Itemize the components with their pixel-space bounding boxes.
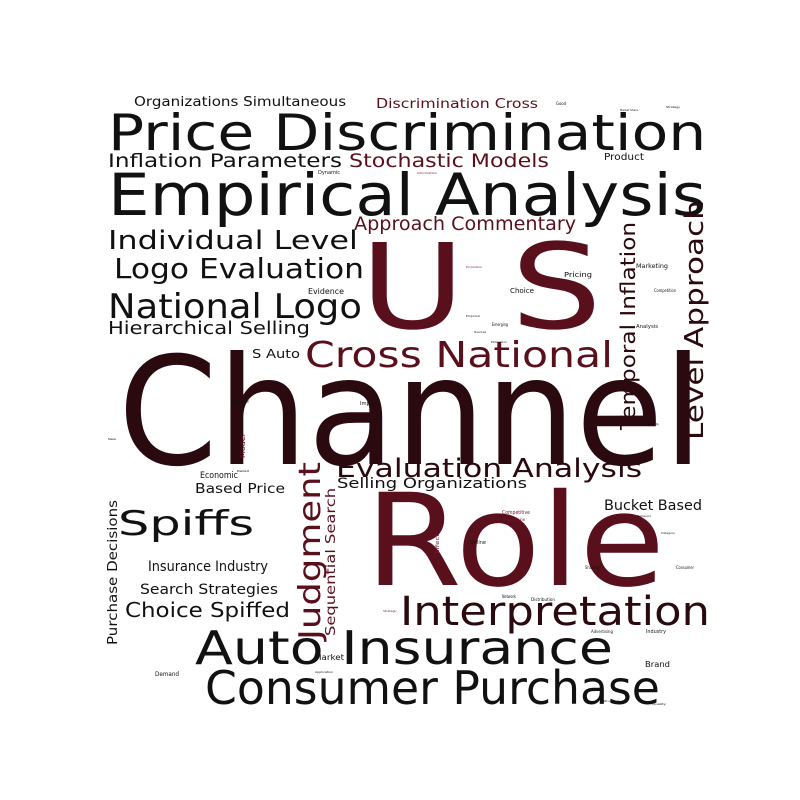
cloud-word-impact: Impact xyxy=(360,401,379,407)
cloud-word-structural: Structural xyxy=(603,699,620,703)
cloud-word-market: Market xyxy=(314,653,345,662)
cloud-word-bucket-based: Bucket Based xyxy=(604,498,702,514)
cloud-word-brand: Brand xyxy=(645,660,670,669)
cloud-word-distribution: Distribution xyxy=(531,597,555,602)
cloud-word-industry: Industry xyxy=(646,629,667,635)
cloud-word-competition: Competition xyxy=(654,288,677,293)
cloud-word-market-share: Market Share xyxy=(620,108,639,112)
cloud-word-information: Information xyxy=(417,171,437,175)
cloud-word-product-line: Product Line xyxy=(503,517,525,522)
cloud-word-cross-national: Cross National xyxy=(305,335,614,376)
cloud-word-price-discrimination: Price Discrimination xyxy=(108,104,707,162)
cloud-word-insurance-industry: Insurance Industry xyxy=(148,559,269,575)
cloud-word-quality: Quality xyxy=(652,702,666,706)
cloud-word-empirical-analysis: Empirical Analysis xyxy=(108,161,707,229)
cloud-word-inflation-parameters: Inflation Parameters xyxy=(108,150,343,172)
cloud-word-logo-evaluation: Logo Evaluation xyxy=(114,252,364,285)
cloud-word-model: Model xyxy=(239,434,247,458)
cloud-word-search-strategies: Search Strategies xyxy=(140,582,278,598)
cloud-word-application: Application xyxy=(315,670,334,674)
cloud-word-marketing: Marketing xyxy=(636,263,668,270)
cloud-word-estimation: Estimation xyxy=(491,340,508,344)
cloud-word-auto-insurance: Auto Insurance xyxy=(195,621,613,675)
cloud-word-based-price: Based Price xyxy=(195,482,286,497)
cloud-word-consumer-purchase: Consumer Purchase xyxy=(205,661,660,715)
cloud-word-dynamic: Dynamic xyxy=(318,170,340,176)
cloud-word-selling-organizations: Selling Organizations xyxy=(337,476,527,492)
cloud-word-variety: Variety xyxy=(647,422,659,426)
cloud-word-new: New xyxy=(108,437,117,441)
cloud-word-online: Online xyxy=(470,540,486,546)
cloud-word-spiffs: Spiffs xyxy=(118,504,255,544)
cloud-word-choice: Choice xyxy=(510,287,535,295)
cloud-word-advertising: Advertising xyxy=(591,629,614,634)
cloud-word-interpretation: Interpretation xyxy=(400,589,710,635)
cloud-word-evaluation-analysis: Evaluation Analysis xyxy=(336,454,643,484)
cloud-word-choice-spiffed: Choice Spiffed xyxy=(125,598,290,622)
cloud-word-approach-commentary: Approach Commentary xyxy=(354,213,577,235)
cloud-word-analysis: Analysis xyxy=(636,324,658,330)
cloud-word-economic: Economic xyxy=(200,471,239,481)
cloud-word-role: Role xyxy=(365,467,666,616)
cloud-word-product: Product xyxy=(604,152,644,163)
cloud-word-network: Network xyxy=(502,594,516,599)
cloud-word-organizations-simultaneous: Organizations Simultaneous xyxy=(134,95,347,110)
cloud-word-category: Category xyxy=(661,531,676,535)
cloud-word-sequential-search: Sequential Search xyxy=(324,487,339,636)
cloud-word-stochastic-models: Stochastic Models xyxy=(349,150,549,172)
cloud-word-customer: Customer xyxy=(231,399,249,404)
cloud-word-channel: Channel xyxy=(118,326,704,500)
cloud-word-effect: Effect xyxy=(435,533,441,554)
cloud-word-good: Good xyxy=(556,101,566,106)
cloud-word-level-approach: Level Approach xyxy=(680,200,710,440)
cloud-word-social: Social xyxy=(474,330,486,334)
cloud-word-s-auto: S Auto xyxy=(252,347,300,361)
cloud-word-promotion: Promotion xyxy=(466,265,482,269)
cloud-word-temporal-inflation: Temporal Inflation xyxy=(616,221,640,430)
cloud-word-emerging: Emerging xyxy=(492,322,509,327)
cloud-word-purchase-decisions: Purchase Decisions xyxy=(106,500,121,645)
cloud-word-evidence: Evidence xyxy=(308,287,345,296)
cloud-word-empirical: Empirical xyxy=(466,314,480,318)
cloud-word-sharing: Sharing xyxy=(585,565,599,570)
cloud-word-judgment: Judgment xyxy=(293,461,328,640)
cloud-word-discrimination-cross: Discrimination Cross xyxy=(376,97,538,112)
cloud-word-strategy: Strategy xyxy=(666,105,681,109)
cloud-word-behavior: Behavior xyxy=(637,514,651,518)
cloud-word-individual-level: Individual Level xyxy=(108,226,358,256)
cloud-word-demand: Demand xyxy=(155,671,180,678)
cloud-word-pricing: Pricing xyxy=(564,271,593,279)
cloud-word-hierarchical-selling: Hierarchical Selling xyxy=(108,318,310,339)
cloud-word-national-logo: National Logo xyxy=(108,287,362,327)
cloud-word-u-s: U S xyxy=(360,218,602,356)
cloud-word-consumer: Consumer xyxy=(676,565,694,570)
cloud-word-retail: Retail xyxy=(237,469,249,473)
cloud-word-competitive: Competitive xyxy=(502,510,531,516)
cloud-word-strategic: Strategic xyxy=(383,609,397,613)
